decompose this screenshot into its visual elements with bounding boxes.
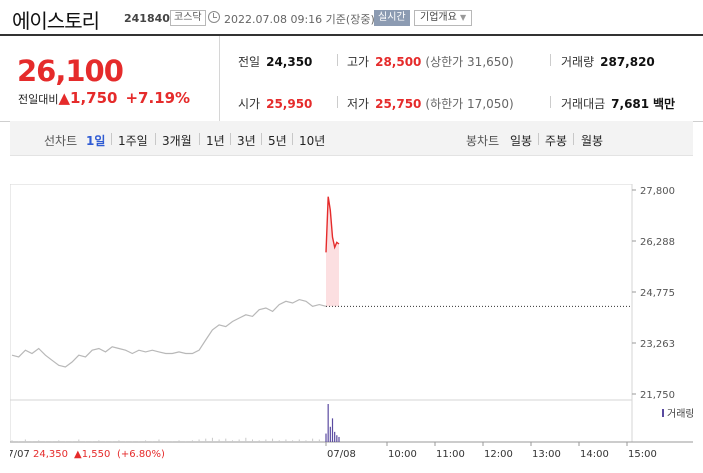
prev-close-label: 전일: [238, 55, 261, 69]
up-arrow-icon: ▲: [58, 89, 71, 107]
period-1w[interactable]: 1주일: [118, 134, 148, 148]
company-overview-dropdown[interactable]: 기업개요 ▼: [414, 10, 473, 26]
x-tick-label: 12:00: [484, 449, 513, 460]
trade-value-cell: 거래대금 7,681 백만: [561, 95, 675, 112]
upper-limit-label: 상한가: [430, 55, 464, 69]
open-cell: 시가 25,950: [238, 95, 312, 112]
footer-prev-change-pct: (+6.80%): [117, 449, 165, 460]
price-chart-svg: 27,800 26,288 24,775 23,263 21,750 거래량 07/08 10…: [1, 183, 695, 460]
high-cell: 고가 28,500 (상한가 31,650): [347, 55, 514, 69]
divider: [337, 54, 338, 66]
high-label: 고가: [347, 55, 370, 69]
y-tick-label: 21,750: [640, 390, 675, 401]
candle-monthly[interactable]: 월봉: [581, 134, 604, 148]
divider: [538, 133, 539, 145]
divider: [573, 133, 574, 145]
main-price-area: 26,100 전일대비▲1,750 +7.19%: [10, 36, 220, 122]
volume-legend-label: 거래량: [667, 408, 693, 420]
y-tick-label: 26,288: [640, 237, 675, 248]
period-3m[interactable]: 3개월: [162, 134, 192, 148]
today-price-line: [325, 196, 340, 253]
prev-day-price-line: [11, 298, 327, 368]
lower-limit-value: 17,050: [467, 97, 510, 111]
divider: [550, 96, 551, 108]
footer-prev-date: 07/07: [10, 449, 30, 460]
volume-value: 287,820: [600, 55, 655, 69]
period-10y[interactable]: 10년: [299, 134, 326, 148]
low-cell: 저가 25,750 (하한가 17,050): [347, 97, 514, 111]
volume-legend-swatch: [662, 409, 664, 417]
divider: [111, 133, 112, 145]
plot-frame: [9, 183, 633, 443]
candle-chart-label: 봉차트: [466, 134, 500, 148]
quote-summary: 26,100 전일대비▲1,750 +7.19% 전일 24,350 고가 28,50…: [0, 36, 703, 122]
market-badge: 코스닥: [170, 10, 206, 26]
low-value: 25,750: [375, 97, 422, 111]
y-tick-label: 24,775: [640, 288, 675, 299]
candle-daily[interactable]: 일봉: [510, 134, 533, 148]
high-value: 28,500: [375, 55, 422, 69]
candle-weekly[interactable]: 주봉: [545, 134, 568, 148]
prev-close-cell: 전일 24,350: [238, 53, 312, 70]
footer-prev-close: 24,350: [33, 449, 68, 460]
trade-value-label: 거래대금: [561, 97, 606, 111]
period-3y[interactable]: 3년: [237, 134, 256, 148]
divider: [337, 96, 338, 108]
divider: [550, 54, 551, 66]
change-percent: +7.19%: [125, 89, 191, 107]
period-1d[interactable]: 1일: [86, 134, 106, 148]
x-tick-label: 07/08: [327, 449, 356, 460]
stock-header: 에이스토리 241840 코스닥 2022.07.08 09:16 기준(장중)…: [0, 0, 703, 36]
chevron-down-icon: ▼: [460, 13, 467, 22]
divider: [199, 133, 200, 145]
clock-icon: [208, 11, 220, 23]
divider: [230, 133, 231, 145]
divider: [261, 133, 262, 145]
divider: [292, 133, 293, 145]
prev-close-value: 24,350: [266, 55, 313, 69]
stock-code: 241840: [124, 12, 170, 25]
trade-value-value: 7,681: [611, 97, 650, 111]
volume-label: 거래량: [561, 55, 595, 69]
timestamp: 2022.07.08 09:16 기준(장중): [224, 13, 375, 26]
x-tick-label: 10:00: [388, 449, 417, 460]
x-tick-label: 15:00: [628, 449, 657, 460]
trade-value-unit: 백만: [652, 97, 676, 111]
x-tick-label: 11:00: [436, 449, 465, 460]
x-tick-label: 13:00: [532, 449, 561, 460]
change-amount: 1,750: [70, 89, 118, 107]
stock-name: 에이스토리: [12, 9, 100, 33]
divider: [155, 133, 156, 145]
realtime-button[interactable]: 실시간: [374, 10, 410, 26]
price-chart: 27,800 26,288 24,775 23,263 21,750 거래량 07/08 10…: [1, 183, 695, 466]
y-tick-label: 27,800: [640, 186, 675, 197]
open-value: 25,950: [266, 97, 313, 111]
change-label: 전일대비: [18, 93, 59, 106]
lower-limit-label: 하한가: [430, 97, 464, 111]
x-tick-label: 14:00: [580, 449, 609, 460]
period-selector-bar: 선차트 1일 1주일 3개월 1년 3년 5년 10년 봉차트 일봉 주봉 월봉: [10, 121, 693, 156]
open-label: 시가: [238, 97, 261, 111]
footer-prev-change: ▲1,550: [74, 449, 110, 460]
change-row: 전일대비▲1,750 +7.19%: [18, 89, 190, 107]
volume-cell: 거래량 287,820: [561, 53, 655, 70]
y-tick-label: 23,263: [640, 339, 675, 350]
today-fill-area: [326, 196, 339, 307]
low-label: 저가: [347, 97, 370, 111]
current-price: 26,100: [17, 54, 124, 88]
line-chart-label: 선차트: [44, 134, 78, 148]
period-1y[interactable]: 1년: [206, 134, 225, 148]
upper-limit-value: 31,650: [467, 55, 510, 69]
period-5y[interactable]: 5년: [268, 134, 287, 148]
company-overview-label: 기업개요: [420, 12, 457, 23]
